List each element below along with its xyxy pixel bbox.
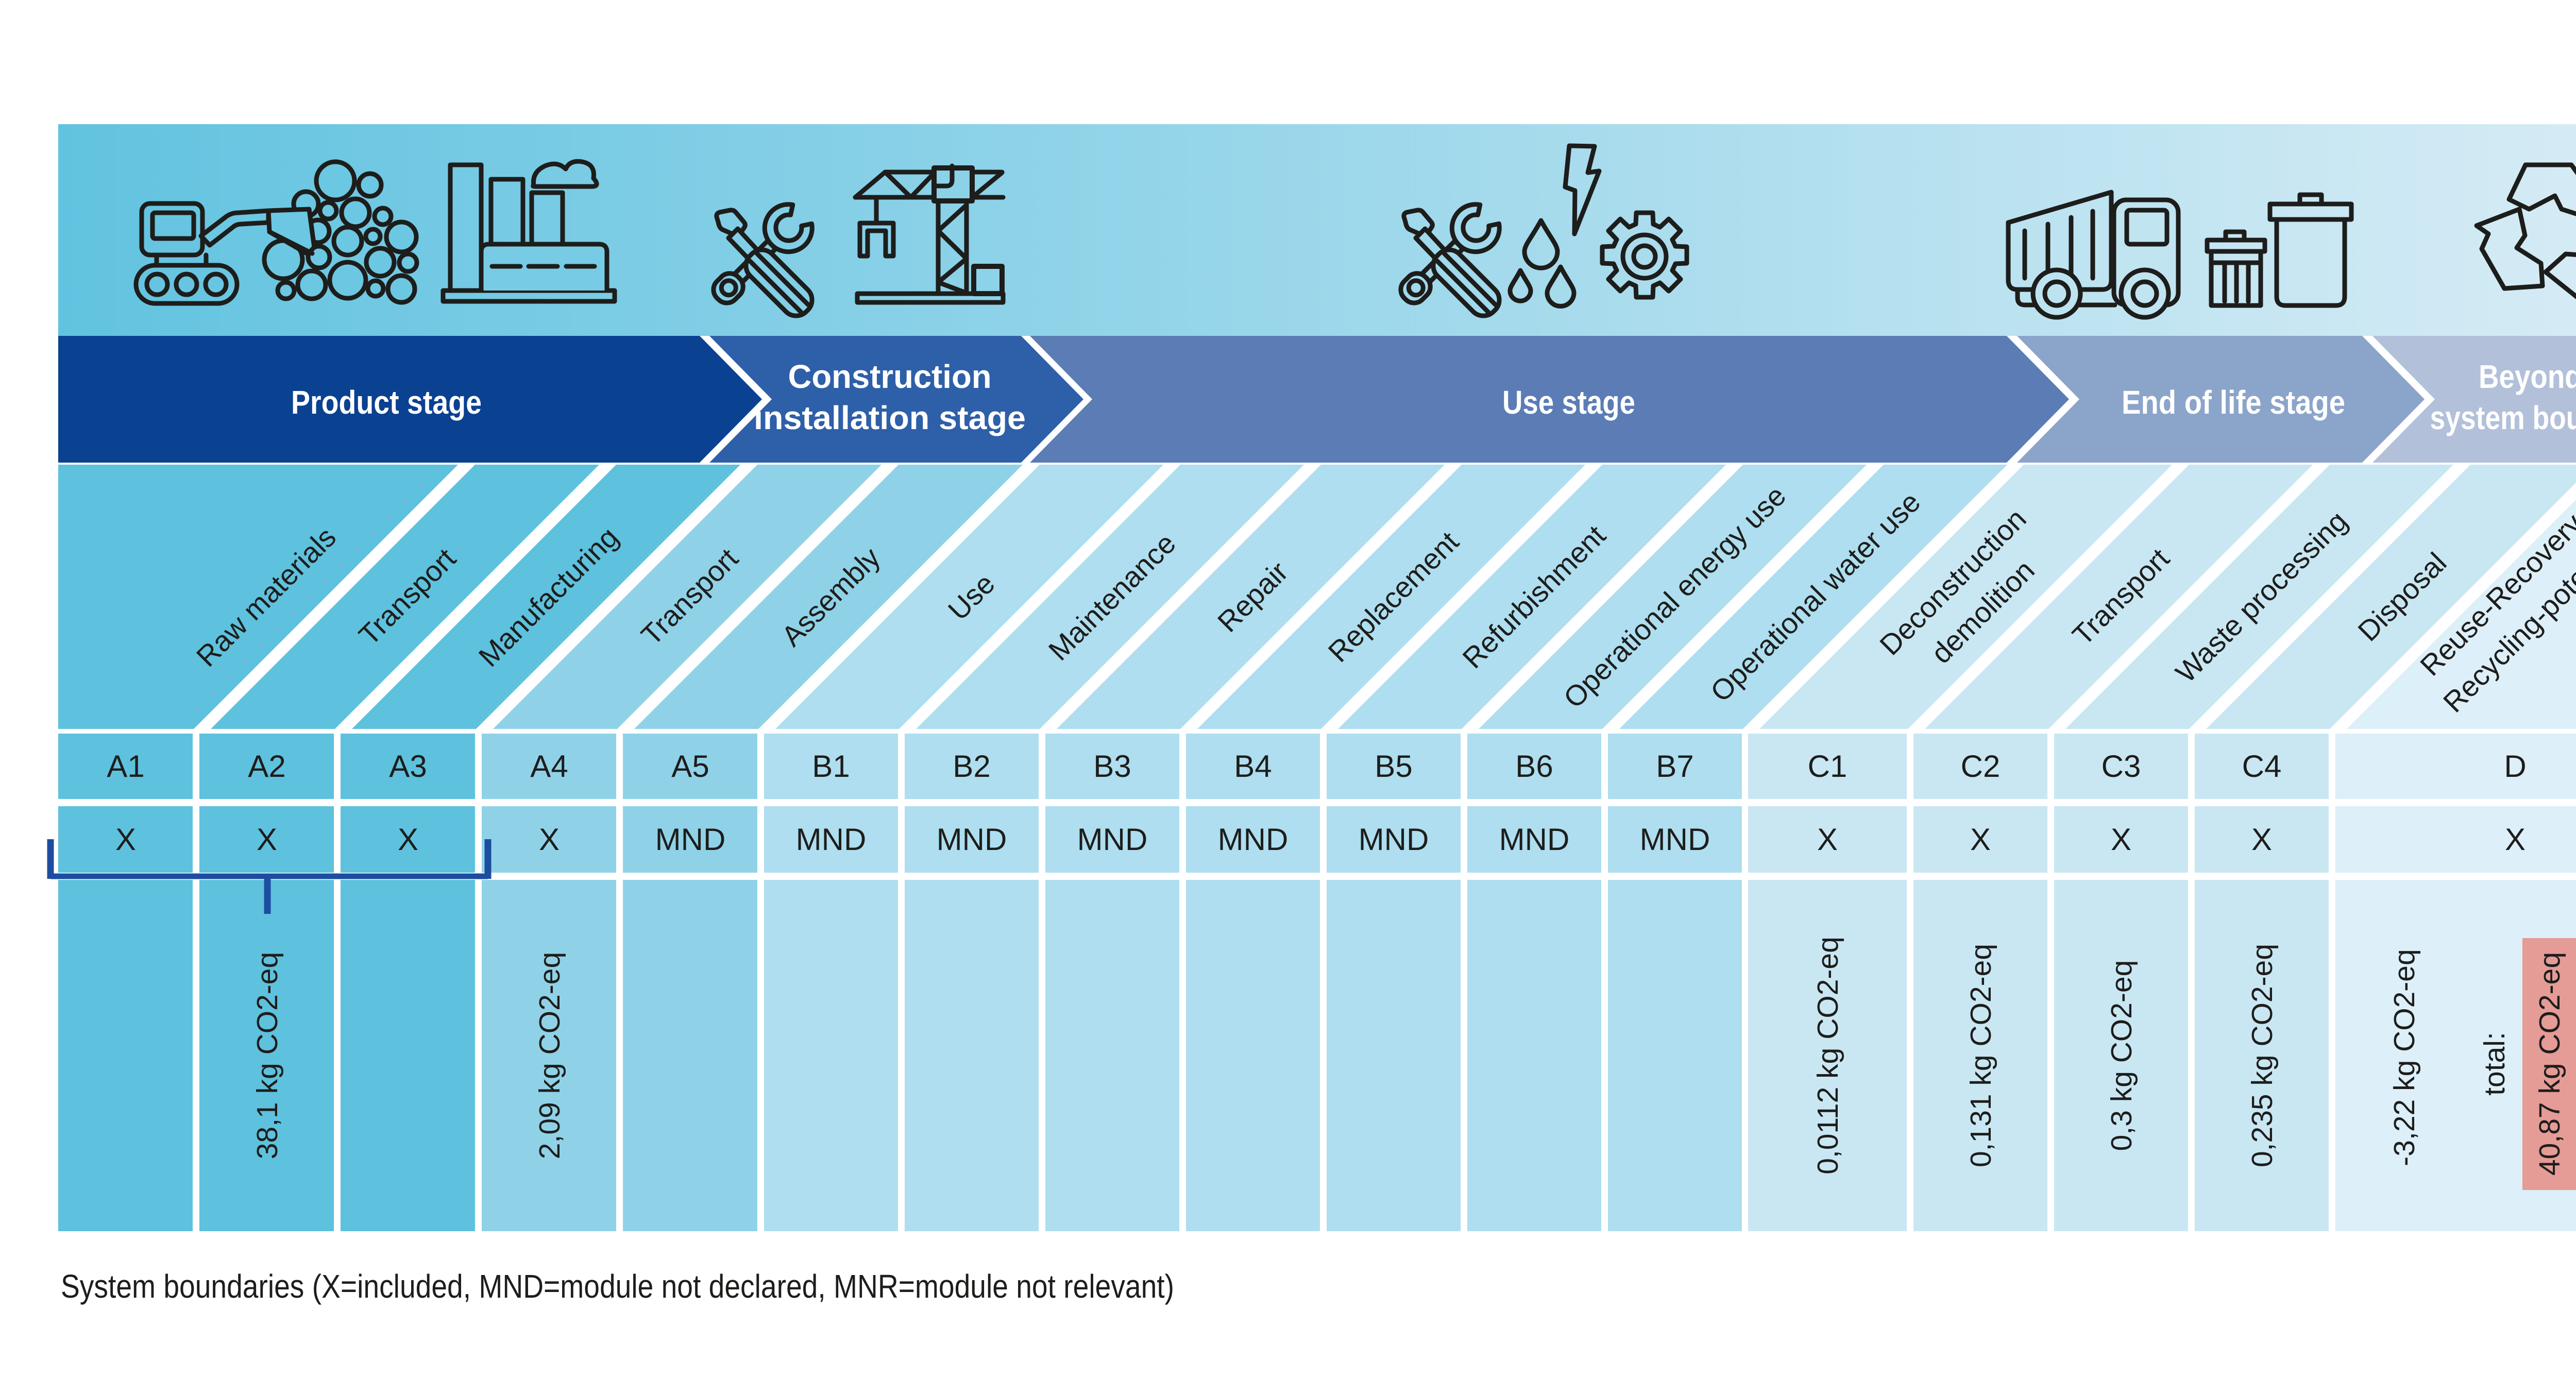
svg-text:total:: total: [2478, 1032, 2511, 1096]
svg-text:D: D [2504, 749, 2526, 784]
svg-text:40,87 kg CO2-eq: 40,87 kg CO2-eq [2533, 952, 2566, 1176]
svg-text:X: X [398, 822, 418, 857]
svg-text:A3: A3 [389, 749, 427, 784]
svg-text:Construction: Construction [788, 358, 992, 395]
svg-text:A1: A1 [107, 749, 144, 784]
svg-text:B7: B7 [1656, 749, 1693, 784]
svg-text:MND: MND [1359, 822, 1429, 857]
svg-text:B5: B5 [1375, 749, 1412, 784]
svg-text:X: X [2251, 822, 2272, 857]
svg-text:X: X [1970, 822, 1991, 857]
svg-text:X: X [257, 822, 277, 857]
svg-text:Beyond the: Beyond the [2479, 358, 2576, 395]
svg-text:B1: B1 [812, 749, 850, 784]
svg-text:C1: C1 [1808, 749, 1848, 784]
svg-text:B4: B4 [1234, 749, 1272, 784]
svg-text:End of life stage: End of life stage [2122, 384, 2345, 421]
svg-text:C2: C2 [1961, 749, 2001, 784]
svg-text:MND: MND [1218, 822, 1289, 857]
svg-text:MND: MND [1640, 822, 1710, 857]
svg-text:B6: B6 [1515, 749, 1553, 784]
svg-text:2,09 kg CO2-eq: 2,09 kg CO2-eq [533, 952, 566, 1159]
svg-text:X: X [115, 822, 136, 857]
svg-text:0,235 kg CO2-eq: 0,235 kg CO2-eq [2246, 944, 2279, 1167]
svg-text:system boundaries: system boundaries [2430, 399, 2576, 436]
svg-text:B3: B3 [1093, 749, 1131, 784]
svg-text:0,3 kg CO2-eq: 0,3 kg CO2-eq [2105, 960, 2138, 1151]
svg-text:X: X [1817, 822, 1838, 857]
svg-text:Use stage: Use stage [1502, 384, 1635, 421]
svg-text:MND: MND [796, 822, 867, 857]
svg-text:C3: C3 [2102, 749, 2141, 784]
svg-text:Product stage: Product stage [291, 384, 482, 421]
svg-text:38,1 kg CO2-eq: 38,1 kg CO2-eq [251, 952, 284, 1159]
svg-text:X: X [2111, 822, 2131, 857]
svg-text:MND: MND [1077, 822, 1148, 857]
svg-text:MND: MND [1499, 822, 1570, 857]
svg-text:0,131 kg CO2-eq: 0,131 kg CO2-eq [1964, 944, 1997, 1167]
svg-text:installation stage: installation stage [754, 399, 1026, 436]
svg-text:X: X [2505, 822, 2526, 857]
svg-text:0,0112 kg CO2-eq: 0,0112 kg CO2-eq [1811, 937, 1844, 1175]
svg-text:C4: C4 [2242, 749, 2282, 784]
svg-text:MND: MND [655, 822, 726, 857]
svg-text:A4: A4 [530, 749, 568, 784]
svg-text:System boundaries (X=included,: System boundaries (X=included, MND=modul… [61, 1268, 1174, 1305]
svg-text:A5: A5 [671, 749, 709, 784]
svg-text:B2: B2 [953, 749, 990, 784]
svg-text:-3,22 kg CO2-eq: -3,22 kg CO2-eq [2388, 949, 2421, 1166]
svg-text:X: X [539, 822, 560, 857]
svg-text:A2: A2 [248, 749, 285, 784]
svg-text:MND: MND [937, 822, 1007, 857]
